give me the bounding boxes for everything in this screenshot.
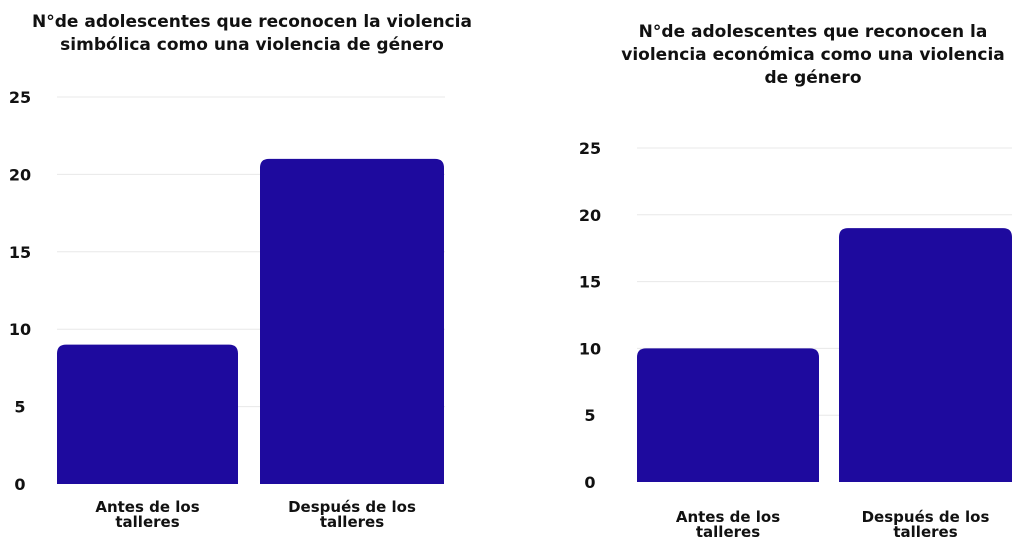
y-tick-label: 5 — [14, 398, 25, 417]
bar — [839, 228, 1012, 482]
chart-title-line: simbólica como una violencia de género — [60, 35, 444, 55]
chart-title-line: N°de adolescentes que reconocen la — [639, 22, 988, 42]
y-tick-label: 10 — [9, 320, 31, 339]
x-category-label: Después de los — [288, 498, 416, 516]
y-tick-label: 25 — [9, 88, 31, 107]
x-category-label: Antes de los — [95, 498, 199, 516]
chart-title-line: N°de adolescentes que reconocen la viole… — [32, 12, 472, 32]
bar — [260, 158, 444, 485]
x-category-label: talleres — [696, 523, 760, 538]
bar — [637, 348, 819, 482]
x-category-label: Antes de los — [676, 508, 780, 526]
y-tick-label: 0 — [14, 475, 25, 494]
y-tick-label: 5 — [584, 406, 595, 425]
y-tick-label: 20 — [579, 206, 601, 225]
y-tick-label: 15 — [579, 273, 601, 292]
chart-simbolica: N°de adolescentes que reconocen la viole… — [9, 12, 472, 531]
chart-economica: N°de adolescentes que reconocen la violen… — [579, 22, 1012, 538]
bar — [57, 344, 238, 484]
x-category-label: Después de los — [862, 508, 990, 526]
x-category-label: talleres — [320, 513, 384, 531]
y-tick-label: 10 — [579, 339, 601, 358]
x-category-label: talleres — [115, 513, 179, 531]
y-tick-label: 0 — [584, 473, 595, 492]
chart-title-line: violencia económica como una violencia — [621, 45, 1005, 65]
y-tick-label: 25 — [579, 139, 601, 158]
x-category-label: talleres — [893, 523, 957, 538]
y-tick-label: 15 — [9, 243, 31, 262]
y-tick-label: 20 — [9, 165, 31, 184]
chart-title-line: de género — [764, 68, 861, 88]
